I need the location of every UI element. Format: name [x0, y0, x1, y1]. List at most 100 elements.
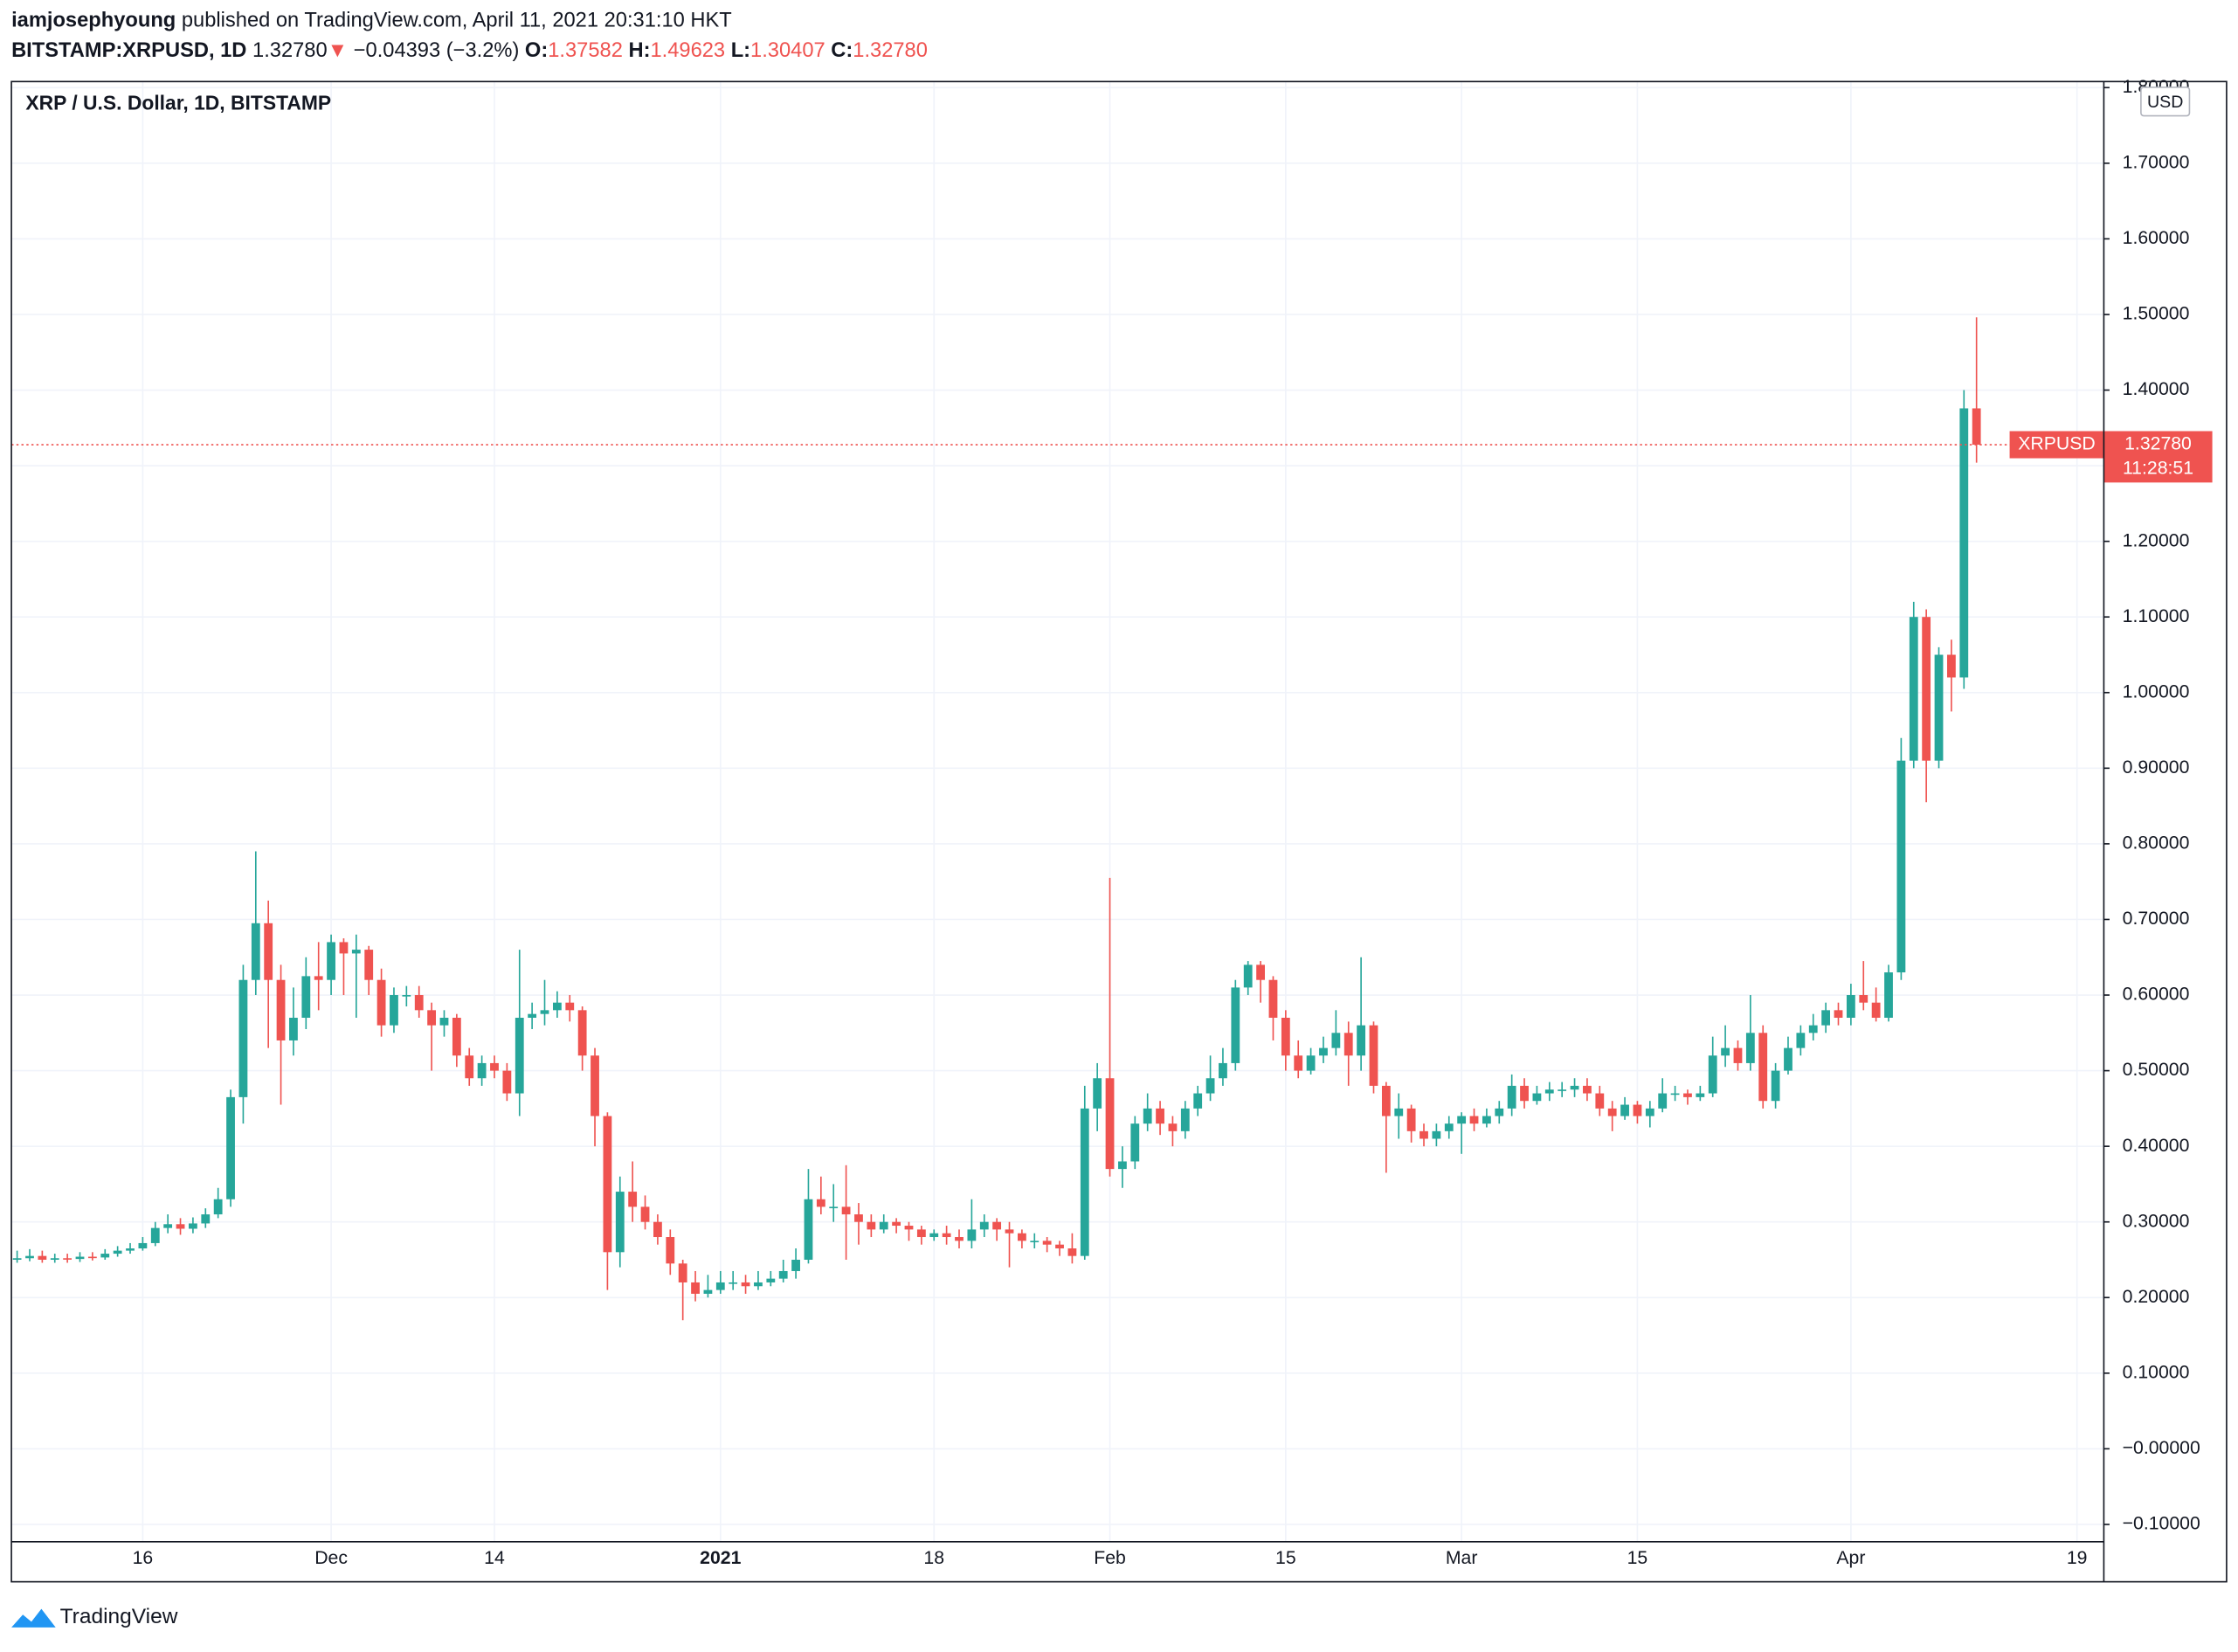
candle-body [1231, 987, 1240, 1063]
h-label: H: [628, 39, 650, 62]
candle-body [1909, 617, 1918, 761]
candle-body [25, 1255, 34, 1259]
candle-body [1319, 1047, 1328, 1056]
candle-body [201, 1214, 211, 1224]
price-tag-label: 1.32780 [2124, 433, 2192, 454]
candle-body [1030, 1241, 1040, 1242]
candle-body [1808, 1025, 1818, 1033]
candle-body [992, 1221, 1002, 1230]
candle-body [804, 1199, 813, 1260]
candle-body [376, 979, 386, 1026]
currency[interactable]: USD [2147, 93, 2183, 112]
candle-body [1256, 964, 1265, 980]
candle-body [904, 1226, 914, 1230]
candle-body [226, 1096, 235, 1199]
candle-body [1219, 1062, 1227, 1079]
candle-body [1947, 654, 1956, 678]
candle-body [691, 1282, 700, 1294]
candle-body [1017, 1233, 1026, 1241]
y-tick-label: 1.10000 [2123, 605, 2190, 626]
candle-body [1118, 1161, 1127, 1170]
candle-body [741, 1282, 750, 1287]
candle-body [1143, 1108, 1152, 1124]
candle-body [1042, 1241, 1052, 1245]
candle-body [75, 1256, 85, 1260]
x-tick-label: Feb [1094, 1547, 1126, 1568]
candle-body [766, 1278, 776, 1282]
candle-body [477, 1062, 487, 1079]
candle-body [1896, 760, 1906, 973]
candle-body [126, 1248, 135, 1251]
candle-body [1156, 1108, 1164, 1124]
y-tick-label: 1.40000 [2123, 378, 2190, 399]
candle-body [1846, 995, 1855, 1018]
candle-body [1469, 1116, 1479, 1124]
symbol-tag [2009, 431, 2104, 459]
c-value: 1.32780 [853, 39, 928, 62]
candle-body [1532, 1093, 1542, 1102]
x-tick-label: 14 [484, 1547, 505, 1568]
candle-body [678, 1263, 687, 1282]
candle-body [63, 1258, 73, 1260]
candle-body [1495, 1108, 1504, 1116]
candle-body [176, 1224, 185, 1229]
candle-body [577, 1010, 587, 1056]
candle-body [929, 1233, 939, 1238]
candle-body [1294, 1055, 1303, 1071]
candle-body [1482, 1116, 1491, 1124]
candle-body [1432, 1130, 1441, 1139]
legend: BITSTAMP:XRPUSD, 1D 1.32780▼ −0.04393 (−… [11, 39, 928, 62]
candle-body [1784, 1047, 1792, 1071]
candle-body [1080, 1108, 1089, 1256]
x-tick-label: Apr [1836, 1547, 1865, 1568]
candle-body [1419, 1130, 1428, 1139]
candle-body [1268, 979, 1278, 1018]
candle-body [490, 1062, 499, 1071]
candle-body [12, 1258, 22, 1260]
y-tick-label: 1.00000 [2123, 681, 2190, 702]
y-tick-label: 0.40000 [2123, 1135, 2190, 1156]
candle-body [979, 1221, 989, 1230]
chart-title: XRP / U.S. Dollar, 1D, BITSTAMP [25, 92, 331, 114]
currency-button[interactable] [2140, 86, 2191, 117]
y-tick-label: 0.20000 [2123, 1286, 2190, 1307]
candle-body [189, 1223, 197, 1229]
candle-body [1771, 1070, 1780, 1102]
candle-body [1658, 1093, 1668, 1109]
candle-body [879, 1221, 888, 1230]
candle-body [113, 1250, 122, 1255]
candle-body [1683, 1093, 1692, 1097]
candle-body [955, 1237, 964, 1241]
symbol-tag-label: XRPUSD [2018, 433, 2096, 454]
candle-body [1733, 1047, 1743, 1063]
y-tick-label: 0.60000 [2123, 984, 2190, 1005]
y-tick-label: 0.10000 [2123, 1361, 2190, 1382]
candle-body [1105, 1078, 1115, 1170]
c-label: C: [831, 39, 853, 62]
candle-body [1834, 1010, 1843, 1018]
candle-body [1645, 1108, 1654, 1116]
candle-body [615, 1192, 625, 1253]
candle-body [1130, 1123, 1140, 1162]
candle-body [502, 1070, 512, 1094]
x-tick-label: Mar [1446, 1547, 1478, 1568]
candle-body [1381, 1085, 1391, 1116]
candle-body [640, 1206, 650, 1222]
candle-body [603, 1116, 612, 1253]
candle-body [1343, 1033, 1353, 1056]
candle-body [314, 976, 323, 980]
candle-body [238, 979, 248, 1097]
candle-body [1005, 1229, 1014, 1234]
candle-body [50, 1258, 59, 1260]
candle-body [829, 1206, 839, 1209]
candle-body [1972, 408, 1981, 446]
h-value: 1.49623 [650, 39, 725, 62]
candle-body [1871, 1002, 1881, 1018]
candle-body [1708, 1055, 1717, 1094]
candle-body [1180, 1108, 1190, 1131]
candle-body [1067, 1248, 1077, 1256]
x-tick-label: 15 [1627, 1547, 1648, 1568]
candle-body [276, 979, 286, 1040]
footer: TradingView [60, 1605, 178, 1628]
